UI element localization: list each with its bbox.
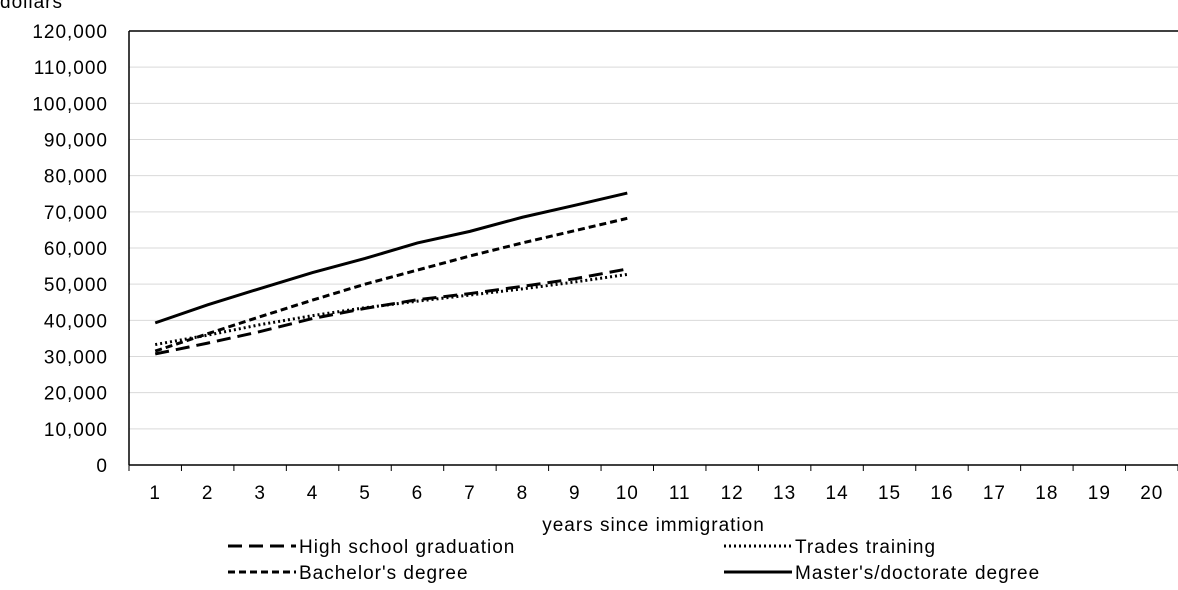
y-tick-label: 70,000 (44, 203, 108, 224)
x-tick-label: 15 (878, 483, 901, 504)
y-tick-label: 120,000 (32, 22, 108, 43)
series-line-3 (154, 216, 628, 353)
series-line-4 (154, 191, 628, 325)
x-tick-label: 16 (930, 483, 953, 504)
axes (128, 31, 1178, 471)
x-tick-label: 10 (616, 483, 639, 504)
y-tick-label: 50,000 (44, 275, 108, 296)
series-lines (154, 191, 628, 356)
y-tick-labels: 0 10,000 20,000 30,000 40,000 50,000 60,000 70,… (32, 22, 108, 477)
y-tick-label: 40,000 (44, 311, 108, 332)
y-tick-label: 0 (96, 456, 108, 477)
x-axis-title: years since immigration (542, 515, 765, 536)
x-tick-label: 9 (569, 483, 581, 504)
y-tick-label: 60,000 (44, 239, 108, 260)
series-line-1 (154, 267, 628, 356)
y-tick-label: 20,000 (44, 384, 108, 405)
x-tick-label: 3 (254, 483, 266, 504)
x-tick-label: 12 (721, 483, 744, 504)
x-tick-label: 19 (1088, 483, 1111, 504)
x-tick-label: 8 (517, 483, 529, 504)
series-line-2 (154, 272, 628, 347)
x-tick-label: 20 (1140, 483, 1163, 504)
x-tick-label: 5 (359, 483, 371, 504)
x-tick-label: 2 (202, 483, 214, 504)
x-tick-label: 1 (149, 483, 161, 504)
legend-label: Master's/doctorate degree (795, 563, 1040, 584)
x-tick-label: 6 (412, 483, 424, 504)
legend-label: Bachelor's degree (299, 563, 469, 584)
x-tick-label: 18 (1035, 483, 1058, 504)
y-tick-label: 30,000 (44, 348, 108, 369)
x-tick-label: 13 (773, 483, 796, 504)
y-tick-label: 100,000 (32, 94, 108, 115)
y-tick-label: 110,000 (34, 58, 108, 79)
gridlines (129, 30, 1178, 430)
top-unit-label: dollars (0, 0, 63, 13)
legend-label: High school graduation (299, 537, 515, 558)
y-tick-label: 90,000 (44, 131, 108, 152)
x-tick-label: 7 (464, 483, 476, 504)
legend-label: Trades training (795, 537, 936, 558)
x-tick-label: 11 (669, 483, 691, 504)
x-tick-label: 14 (826, 483, 849, 504)
x-tick-label: 17 (983, 483, 1006, 504)
legend: High school graduation Trades training Bac… (228, 537, 1040, 584)
x-tick-labels: 1 2 3 4 5 6 7 8 9 10 11 12 13 14 15 16 17 18 19 20 (149, 483, 1163, 504)
y-tick-label: 10,000 (44, 420, 108, 441)
y-tick-label: 80,000 (44, 167, 108, 188)
x-tick-label: 4 (307, 483, 319, 504)
